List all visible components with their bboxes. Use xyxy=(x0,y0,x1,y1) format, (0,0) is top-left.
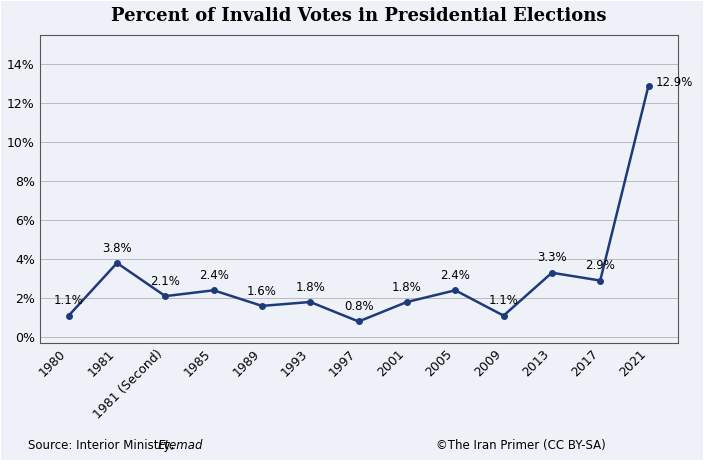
Text: 1.8%: 1.8% xyxy=(296,281,325,294)
Text: 1.6%: 1.6% xyxy=(247,284,277,297)
Text: 1.1%: 1.1% xyxy=(489,294,519,307)
Text: 3.8%: 3.8% xyxy=(102,242,132,254)
Text: 2.4%: 2.4% xyxy=(440,269,470,282)
Text: 1.8%: 1.8% xyxy=(392,281,422,294)
Text: 12.9%: 12.9% xyxy=(655,76,693,89)
Text: Etemad: Etemad xyxy=(158,439,203,452)
Title: Percent of Invalid Votes in Presidential Elections: Percent of Invalid Votes in Presidential… xyxy=(111,7,606,25)
Text: 0.8%: 0.8% xyxy=(344,300,373,313)
Text: 1.1%: 1.1% xyxy=(54,294,84,307)
Text: Source: Interior Ministry,: Source: Interior Ministry, xyxy=(28,439,178,452)
Text: 3.3%: 3.3% xyxy=(537,251,567,265)
Text: ©The Iran Primer (CC BY-SA): ©The Iran Primer (CC BY-SA) xyxy=(436,439,606,452)
Text: 2.9%: 2.9% xyxy=(585,259,615,272)
Text: 2.4%: 2.4% xyxy=(199,269,229,282)
Text: 2.1%: 2.1% xyxy=(151,275,180,288)
